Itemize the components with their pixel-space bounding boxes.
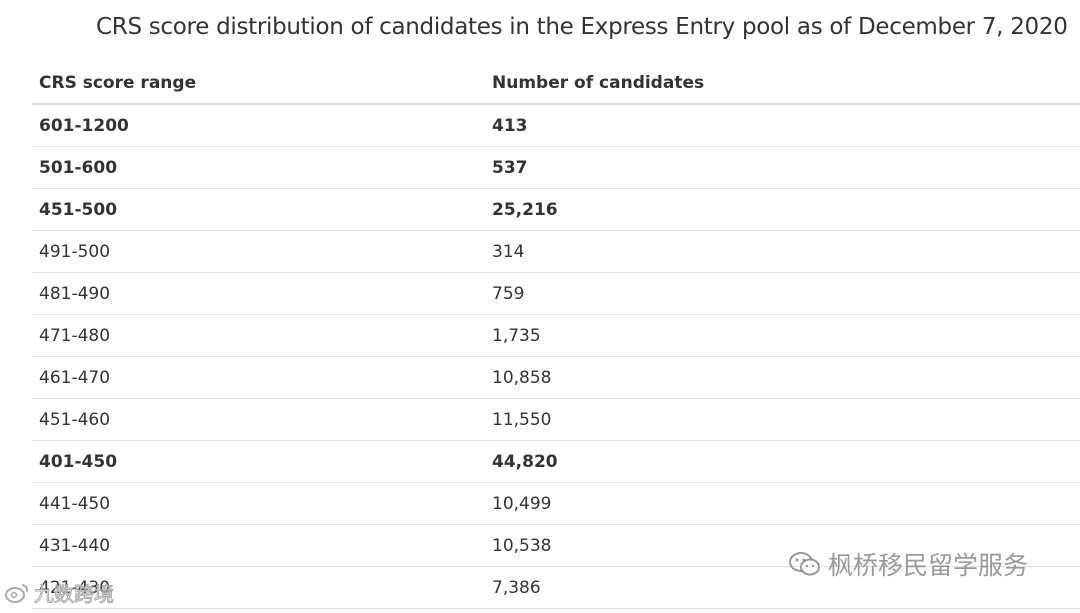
score-range-cell: 471-480 — [39, 326, 111, 346]
table-row: 501-600 537 — [32, 147, 1080, 189]
score-range-cell: 421-430 — [39, 578, 111, 598]
table-row: 481-490 759 — [32, 273, 1080, 315]
score-range-cell: 461-470 — [39, 368, 111, 388]
score-range-cell: 451-460 — [39, 410, 111, 430]
crs-distribution-table: CRS score range Number of candidates 601… — [32, 62, 1080, 609]
candidate-count-cell: 413 — [492, 116, 528, 136]
watermark-wechat-text: 枫桥移民留学服务 — [828, 551, 1029, 580]
candidate-count-cell: 10,538 — [492, 536, 552, 556]
score-range-cell: 501-600 — [39, 158, 118, 178]
watermark-wechat: 枫桥移民留学服务 — [788, 546, 1028, 582]
score-range-cell: 601-1200 — [39, 116, 129, 136]
table-row: 451-500 25,216 — [32, 189, 1080, 231]
table-row: 471-480 1,735 — [32, 315, 1080, 357]
column-header-score-range: CRS score range — [39, 73, 197, 93]
table-row: 451-460 11,550 — [32, 399, 1080, 441]
score-range-cell: 491-500 — [39, 242, 111, 262]
candidate-count-cell: 11,550 — [492, 410, 552, 430]
candidate-count-cell: 537 — [492, 158, 528, 178]
watermark-weibo-text: 九数跨境 — [34, 582, 115, 607]
score-range-cell: 431-440 — [39, 536, 111, 556]
candidate-count-cell: 10,858 — [492, 368, 552, 388]
candidate-count-cell: 314 — [492, 242, 525, 262]
score-range-cell: 401-450 — [39, 452, 118, 472]
candidate-count-cell: 1,735 — [492, 326, 541, 346]
candidate-count-cell: 25,216 — [492, 200, 558, 220]
candidate-count-cell: 10,499 — [492, 494, 552, 514]
table-row: 421-430 7,386 — [32, 567, 1080, 609]
table-header-row: CRS score range Number of candidates — [32, 62, 1080, 105]
table-row: 401-450 44,820 — [32, 441, 1080, 483]
score-range-cell: 441-450 — [39, 494, 111, 514]
table-row: 491-500 314 — [32, 231, 1080, 273]
score-range-cell: 451-500 — [39, 200, 118, 220]
candidate-count-cell: 44,820 — [492, 452, 558, 472]
table-row: 431-440 10,538 — [32, 525, 1080, 567]
candidate-count-cell: 7,386 — [492, 578, 541, 598]
watermark-weibo: 九数跨境 — [4, 578, 115, 607]
table-row: 441-450 10,499 — [32, 483, 1080, 525]
weibo-icon — [5, 583, 29, 603]
candidate-count-cell: 759 — [492, 284, 525, 304]
score-range-cell: 481-490 — [39, 284, 111, 304]
wechat-icon — [789, 552, 820, 576]
column-header-candidate-count: Number of candidates — [492, 73, 705, 93]
table-row: 461-470 10,858 — [32, 357, 1080, 399]
table-body: 601-1200 413 501-600 537 451-500 25,216 491-50… — [32, 105, 1080, 609]
page-title: CRS score distribution of candidates in … — [96, 14, 1068, 40]
table-row: 601-1200 413 — [32, 105, 1080, 147]
